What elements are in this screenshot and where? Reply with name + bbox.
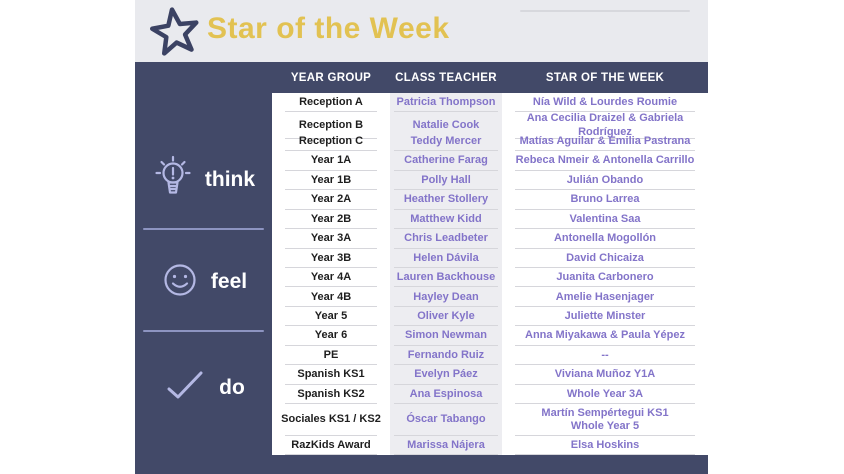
year-group-cell: Year 4B [272,287,390,307]
star-cell: Anna Miyakawa & Paula Yépez [502,326,708,346]
sidebar-label-feel: feel [210,270,248,293]
star-cell: Juanita Carbonero [502,268,708,288]
star-outline-icon [148,4,202,58]
lightbulb-icon [152,155,194,206]
column-header-year-group: YEAR GROUP [290,71,372,84]
star-cell: Bruno Larrea [502,190,708,210]
class-teacher-cell: Fernando Ruiz [390,345,502,366]
year-group-cell: Reception B [272,112,390,139]
class-teacher-cell: Marissa Nájera [390,435,502,455]
table-row: Year 2B Matthew Kidd Valentina Saa [272,209,708,230]
page-title: Star of the Week [207,12,450,45]
sidebar-item-do: do [135,356,272,420]
class-teacher-cell: Ana Espinosa [390,384,502,404]
class-teacher-cell: Oliver Kyle [390,306,502,327]
check-icon [162,368,208,409]
class-teacher-cell: Polly Hall [390,170,502,191]
table-row: Year 5 Oliver Kyle Juliette Minster [272,306,708,327]
table-row: Year 4A Lauren Backhouse Juanita Carbone… [272,267,708,288]
star-cell: Juliette Minster [502,307,708,327]
year-group-cell: Year 2B [272,210,390,230]
table-row: Spanish KS2 Ana Espinosa Whole Year 3A [272,384,708,404]
year-group-cell: PE [272,346,390,366]
class-teacher-cell: Catherine Farag [390,151,502,171]
year-group-cell: Year 3B [272,249,390,268]
table-row: Sociales KS1 / KS2 Óscar Tabango Martín … [272,404,708,436]
board: Star of the Week YEAR GROUP CLASS TEACHE… [135,0,708,474]
class-teacher-cell: Teddy Mercer [390,131,502,152]
class-teacher-cell: Hayley Dean [390,287,502,307]
table-body: Reception A Patricia Thompson Nía Wild &… [272,93,708,455]
table-row: Year 1B Polly Hall Julián Obando [272,170,708,191]
star-cell: Amelie Hasenjager [502,287,708,307]
sidebar-divider [143,228,264,230]
class-teacher-cell: Patricia Thompson [390,93,502,113]
table-row: Reception A Patricia Thompson Nía Wild &… [272,93,708,113]
table-row: Year 4B Hayley Dean Amelie Hasenjager [272,287,708,307]
star-cell: Elsa Hoskins [502,436,708,455]
class-teacher-cell: Simon Newman [390,326,502,346]
sidebar-label-think: think [204,168,256,191]
year-group-cell: RazKids Award [272,436,390,455]
column-header-class-teacher: CLASS TEACHER [395,71,497,84]
star-cell: -- [502,346,708,366]
year-group-cell: Year 6 [272,326,390,346]
table-row: Spanish KS1 Evelyn Páez Viviana Muñoz Y1… [272,365,708,385]
year-group-cell: Year 4A [272,268,390,288]
star-cell: Valentina Saa [502,210,708,230]
star-cell: Rebeca Nmeir & Antonella Carrillo [502,151,708,171]
table-row: Year 6 Simon Newman Anna Miyakawa & Paul… [272,326,708,346]
year-group-cell: Year 2A [272,190,390,210]
table-row: Reception B Natalie Cook Ana Cecilia Dra… [272,112,708,139]
table-row: Reception C Teddy Mercer Matías Aguilar … [272,131,708,152]
star-cell: David Chicaiza [502,249,708,268]
sidebar-item-feel: feel [135,250,272,314]
year-group-cell: Reception A [272,93,390,113]
table-row: Year 3B Helen Dávila David Chicaiza [272,248,708,268]
table-row: Year 3A Chris Leadbeter Antonella Mogoll… [272,229,708,249]
star-cell: Matías Aguilar & Emilia Pastrana [502,132,708,152]
year-group-cell: Spanish KS2 [272,385,390,404]
year-group-cell: Year 1B [272,171,390,191]
sidebar-divider [143,330,264,332]
table-row: PE Fernando Ruiz -- [272,345,708,366]
class-teacher-cell: Helen Dávila [390,248,502,268]
class-teacher-cell: Evelyn Páez [390,365,502,385]
class-teacher-cell: Chris Leadbeter [390,229,502,249]
column-header-star-of-the-week: STAR OF THE WEEK [545,71,665,84]
table-row: Year 2A Heather Stollery Bruno Larrea [272,190,708,210]
star-cell: Ana Cecilia Draizel & Gabriela Rodríguez [502,112,708,139]
year-group-cell: Year 1A [272,151,390,171]
year-group-cell: Year 3A [272,229,390,249]
sidebar-item-think: think [135,148,272,212]
star-cell: Julián Obando [502,171,708,191]
class-teacher-cell: Lauren Backhouse [390,267,502,288]
class-teacher-cell: Óscar Tabango [390,404,502,436]
year-group-cell: Spanish KS1 [272,365,390,385]
title-band: Star of the Week [135,0,708,62]
class-teacher-cell: Heather Stollery [390,190,502,210]
sidebar-label-do: do [219,376,245,399]
year-group-cell: Sociales KS1 / KS2 [272,404,390,436]
table-row: Year 1A Catherine Farag Rebeca Nmeir & A… [272,151,708,171]
star-cell: Martín Sempértegui KS1 Whole Year 5 [502,404,708,436]
year-group-cell: Year 5 [272,307,390,327]
star-cell: Viviana Muñoz Y1A [502,365,708,385]
smiley-icon [160,260,200,305]
navy-panel: YEAR GROUP CLASS TEACHER STAR OF THE WEE… [135,62,708,474]
table-header-row: YEAR GROUP CLASS TEACHER STAR OF THE WEE… [272,62,708,93]
class-teacher-cell: Matthew Kidd [390,209,502,230]
star-cell: Nía Wild & Lourdes Roumie [502,93,708,113]
star-cell: Whole Year 3A [502,385,708,404]
table-row: RazKids Award Marissa Nájera Elsa Hoskin… [272,435,708,455]
decorative-divider [520,10,690,12]
star-cell: Antonella Mogollón [502,229,708,249]
year-group-cell: Reception C [272,132,390,152]
